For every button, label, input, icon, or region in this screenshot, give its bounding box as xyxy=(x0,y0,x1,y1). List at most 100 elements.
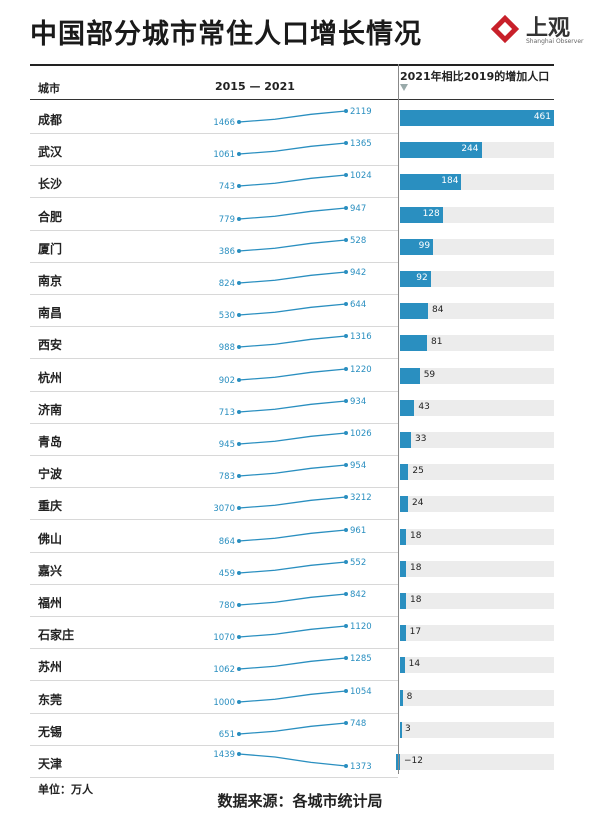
bar-value-label: 84 xyxy=(432,305,444,316)
bar xyxy=(400,399,415,416)
city-label: 东莞 xyxy=(38,692,63,707)
row-rule xyxy=(30,326,398,328)
start-value-label: 783 xyxy=(219,472,235,482)
series-line xyxy=(238,496,347,510)
end-value-label: 934 xyxy=(350,397,366,407)
series-line xyxy=(238,400,347,413)
end-point xyxy=(344,398,348,403)
bar-value-label: 24 xyxy=(412,498,424,509)
bar xyxy=(400,206,443,223)
series-line xyxy=(238,110,347,123)
row-rule xyxy=(30,358,398,360)
bar-value-label: 17 xyxy=(409,627,422,638)
bar-track xyxy=(400,335,554,352)
end-value-label: 1026 xyxy=(350,429,372,439)
header-city: 城市 xyxy=(38,82,60,95)
bar-track xyxy=(400,721,554,738)
sparkline: 386 528 xyxy=(219,236,366,257)
end-value-label: 748 xyxy=(350,719,366,729)
end-value-label: 1285 xyxy=(350,654,372,664)
start-value-label: 988 xyxy=(219,343,235,353)
end-point xyxy=(344,656,348,661)
sparkline: 902 1220 xyxy=(219,365,372,386)
header-marker-icon xyxy=(400,84,408,91)
end-value-label: 1220 xyxy=(350,365,372,375)
end-point xyxy=(344,431,348,435)
bar xyxy=(400,496,409,513)
bar xyxy=(400,657,405,674)
sparkline: 988 1316 xyxy=(219,332,372,353)
start-value-label: 1070 xyxy=(213,633,235,643)
city-label: 厦门 xyxy=(38,241,63,256)
series-line xyxy=(238,206,347,220)
end-point xyxy=(344,173,348,178)
city-label: 西安 xyxy=(38,338,63,353)
series-line xyxy=(238,432,347,445)
bar xyxy=(400,271,431,287)
end-point xyxy=(344,688,348,693)
logo-name: 上观 xyxy=(526,15,571,41)
start-point xyxy=(237,345,241,350)
end-value-label: 552 xyxy=(350,558,366,568)
zero-axis xyxy=(398,64,399,774)
sparkline: 824 942 xyxy=(219,268,366,289)
bar-value-label: 81 xyxy=(431,337,443,348)
table-row: 青岛 945 1026 33 xyxy=(30,424,554,456)
bar-value-label: 244 xyxy=(461,144,479,155)
bar xyxy=(400,335,428,352)
top-rule xyxy=(30,64,554,66)
end-value-label: 947 xyxy=(350,204,366,214)
end-point xyxy=(344,559,348,564)
start-point xyxy=(237,120,241,124)
sparkline: 3070 3212 xyxy=(213,493,371,514)
start-value-label: 3070 xyxy=(213,504,235,514)
sparkline: 743 1024 xyxy=(219,171,372,192)
end-point xyxy=(344,592,348,596)
bar xyxy=(400,593,406,609)
start-point xyxy=(237,506,241,511)
sparkline: 713 934 xyxy=(219,397,366,418)
end-point xyxy=(344,334,348,339)
header-rule xyxy=(30,99,554,100)
table-row: 天津 1439 1373 −12 xyxy=(30,746,554,778)
sparkline: 945 1026 xyxy=(219,429,372,450)
end-value-label: 1365 xyxy=(350,139,372,149)
series-line xyxy=(238,142,347,155)
start-point xyxy=(237,603,241,607)
city-label: 石家庄 xyxy=(38,628,75,643)
city-label: 青岛 xyxy=(38,435,63,449)
sparkline: 780 842 xyxy=(219,590,366,611)
logo-subtitle: Shanghai Observer xyxy=(526,38,584,45)
table-row: 东莞 1000 1054 8 xyxy=(30,682,554,714)
bar-track xyxy=(400,271,554,287)
city-label: 合肥 xyxy=(38,209,63,224)
end-point xyxy=(344,495,348,500)
city-label: 南昌 xyxy=(38,306,63,321)
city-label: 无锡 xyxy=(38,724,63,739)
series-line xyxy=(238,174,347,188)
start-value-label: 651 xyxy=(219,730,235,740)
series-line xyxy=(238,464,347,477)
end-point xyxy=(344,720,348,725)
bar xyxy=(400,238,434,255)
start-value-label: 1466 xyxy=(213,118,235,128)
start-point xyxy=(237,184,241,189)
logo-icon xyxy=(490,14,520,44)
series-line xyxy=(238,335,347,349)
start-value-label: 459 xyxy=(219,569,235,579)
source-note: 数据来源：各城市统计局 xyxy=(217,792,383,810)
city-label: 嘉兴 xyxy=(38,563,63,578)
end-value-label: 1120 xyxy=(350,622,372,632)
bar xyxy=(400,432,412,448)
start-point xyxy=(237,409,241,414)
row-rule xyxy=(30,519,398,521)
series-line xyxy=(238,625,347,638)
end-value-label: 2119 xyxy=(350,107,372,117)
city-label: 佛山 xyxy=(38,531,63,546)
end-point xyxy=(344,237,348,242)
start-value-label: 530 xyxy=(219,311,235,321)
start-point xyxy=(237,442,241,446)
bar-value-label: 43 xyxy=(418,401,430,412)
end-point xyxy=(344,463,348,468)
series-line xyxy=(238,657,347,671)
